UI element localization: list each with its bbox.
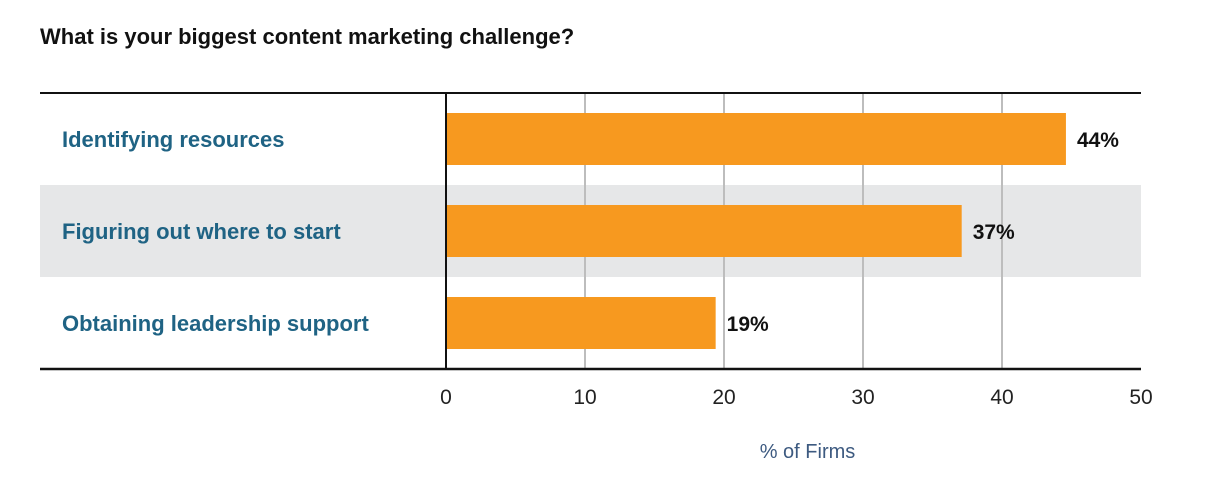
x-tick-label: 0: [440, 386, 452, 409]
x-tick-label: 20: [712, 386, 735, 409]
x-tick-label: 10: [573, 386, 596, 409]
labels: 0 10 20 30 40 50 Identifying resources 44% Figur…: [62, 127, 1153, 409]
chart-title: What is your biggest content marketing c…: [40, 24, 575, 49]
bar: [446, 113, 1066, 165]
value-label: 37%: [973, 221, 1015, 244]
category-label: Obtaining leadership support: [62, 311, 369, 336]
bar: [446, 297, 716, 349]
x-tick-label: 30: [851, 386, 874, 409]
bar: [446, 205, 962, 257]
x-tick-label: 50: [1129, 386, 1152, 409]
axes: [40, 92, 1141, 371]
category-label: Figuring out where to start: [62, 219, 341, 244]
value-label: 44%: [1077, 129, 1119, 152]
bars: [446, 113, 1066, 349]
category-label: Identifying resources: [62, 127, 285, 152]
value-label: 19%: [727, 313, 769, 336]
x-axis-title: % of Firms: [760, 441, 856, 463]
x-tick-label: 40: [990, 386, 1013, 409]
